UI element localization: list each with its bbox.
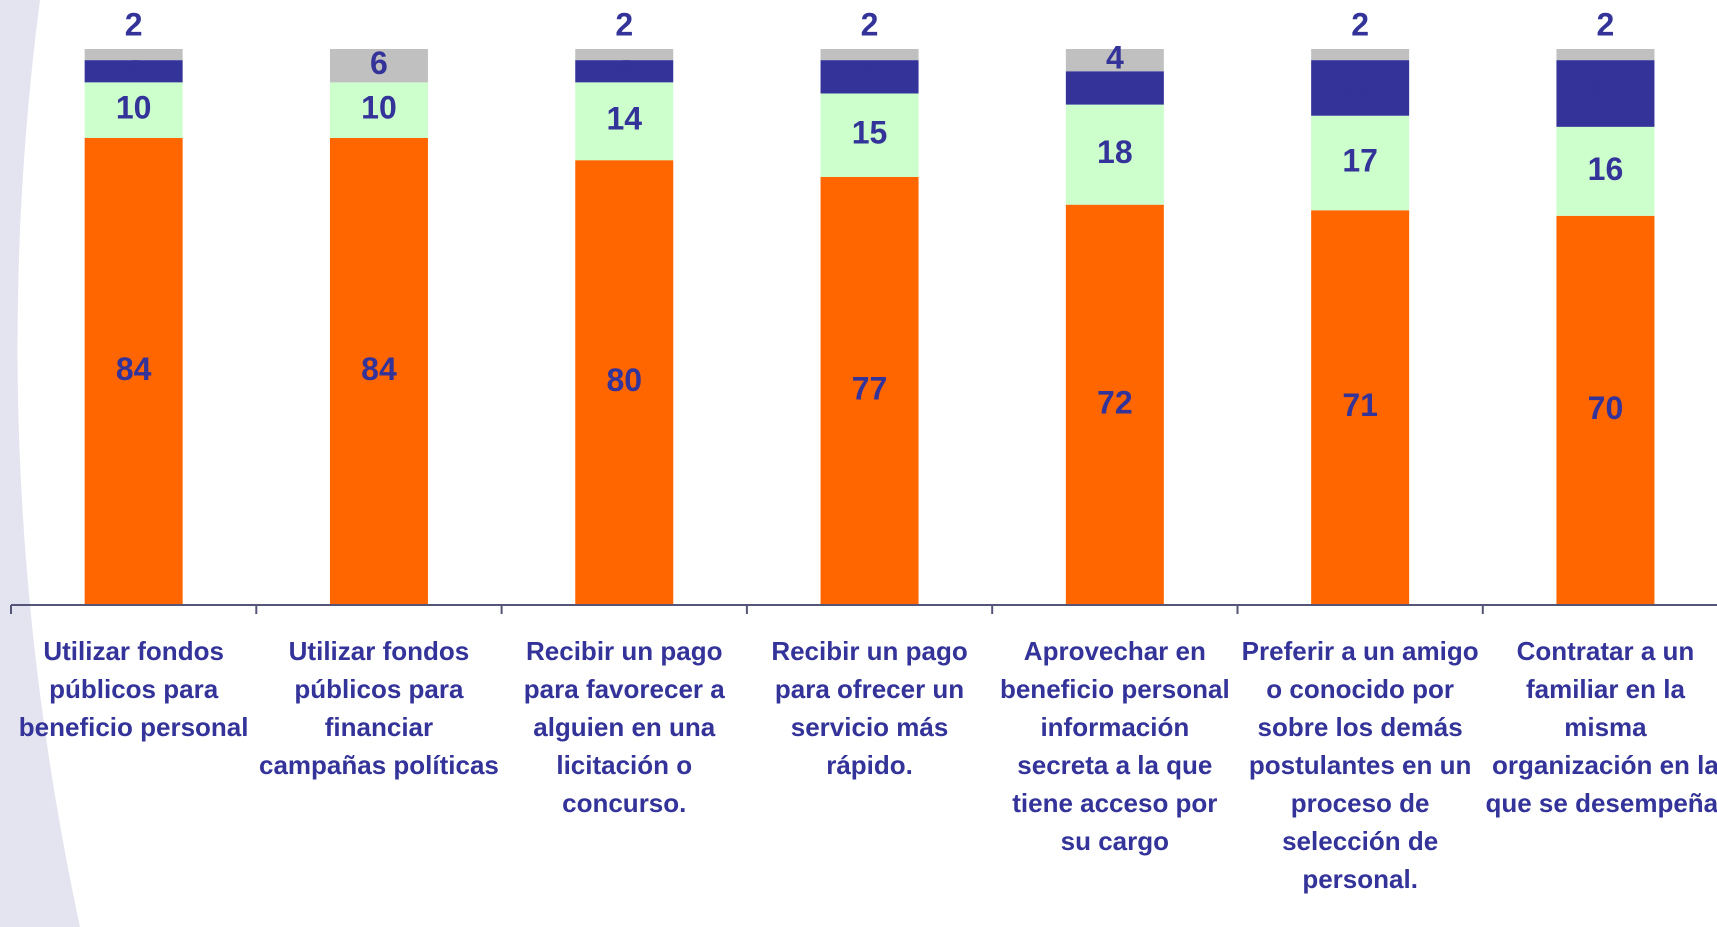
value-label: 80 — [606, 362, 642, 398]
value-label: 84 — [361, 351, 397, 387]
bar-segment — [329, 49, 428, 83]
bar-segment — [329, 137, 428, 605]
value-label: 18 — [1097, 134, 1133, 170]
value-label: 14 — [606, 101, 642, 137]
bar-segment — [329, 82, 428, 138]
bar-segment — [1065, 104, 1164, 205]
bar-segment — [575, 49, 674, 61]
bar-segment — [1065, 204, 1164, 605]
value-label: 71 — [1342, 387, 1378, 423]
value-label: 72 — [1097, 384, 1133, 420]
x-tick-label: Utilizar fondos públicos para financiar … — [258, 636, 499, 780]
bar-segment — [575, 82, 674, 161]
value-label: 6 — [1106, 67, 1124, 103]
bar-segment — [84, 60, 183, 83]
x-tick-label: Aprovechar en beneficio personal informa… — [999, 636, 1230, 856]
value-label: 2 — [615, 6, 633, 42]
value-label: 6 — [370, 45, 388, 81]
bar-segment — [1311, 115, 1410, 211]
bar-segment — [1556, 215, 1655, 606]
value-label: 2 — [861, 6, 879, 42]
bar-segment — [84, 82, 183, 138]
bar-segment — [820, 176, 919, 605]
value-label: 6 — [861, 56, 879, 92]
value-label: 15 — [852, 115, 888, 151]
value-label: 2 — [1351, 6, 1369, 42]
bar-segment — [1311, 210, 1410, 606]
value-label: 12 — [1588, 73, 1624, 109]
value-label: 10 — [361, 90, 397, 126]
bar-segment — [575, 60, 674, 83]
bar-segment — [84, 49, 183, 61]
x-tick-label: Contratar a un familiar en la misma orga… — [1485, 636, 1717, 818]
value-label: 10 — [1342, 67, 1378, 103]
value-label: 16 — [1588, 151, 1624, 187]
bar-segment — [84, 137, 183, 605]
bar-segment — [820, 93, 919, 177]
bar-segment — [1065, 49, 1164, 72]
x-tick-label: Preferir a un amigo o conocido por sobre… — [1241, 636, 1479, 894]
value-label: 2 — [1597, 6, 1615, 42]
x-tick-label: Recibir un pago para ofrecer un servicio… — [771, 636, 968, 780]
background-curve — [0, 0, 80, 927]
value-label: 17 — [1342, 142, 1378, 178]
bar-segment — [575, 160, 674, 605]
bar-segment — [1556, 60, 1655, 127]
value-label: 77 — [852, 370, 888, 406]
bar-segment — [1311, 60, 1410, 116]
bar-segment — [820, 60, 919, 94]
value-label: 10 — [116, 90, 152, 126]
value-label: 70 — [1588, 390, 1624, 426]
bar-segment — [820, 49, 919, 61]
x-tick-label: Utilizar fondos públicos para beneficio … — [18, 636, 249, 742]
bar-segment — [1556, 126, 1655, 216]
bar-segment — [1311, 49, 1410, 61]
value-label: 4 — [1106, 40, 1124, 76]
value-label: 84 — [116, 351, 152, 387]
x-tick-label: Recibir un pago para favorecer a alguien… — [523, 636, 725, 818]
bar-segment — [1065, 71, 1164, 105]
value-label: 2 — [125, 6, 143, 42]
bar-segment — [1556, 49, 1655, 61]
